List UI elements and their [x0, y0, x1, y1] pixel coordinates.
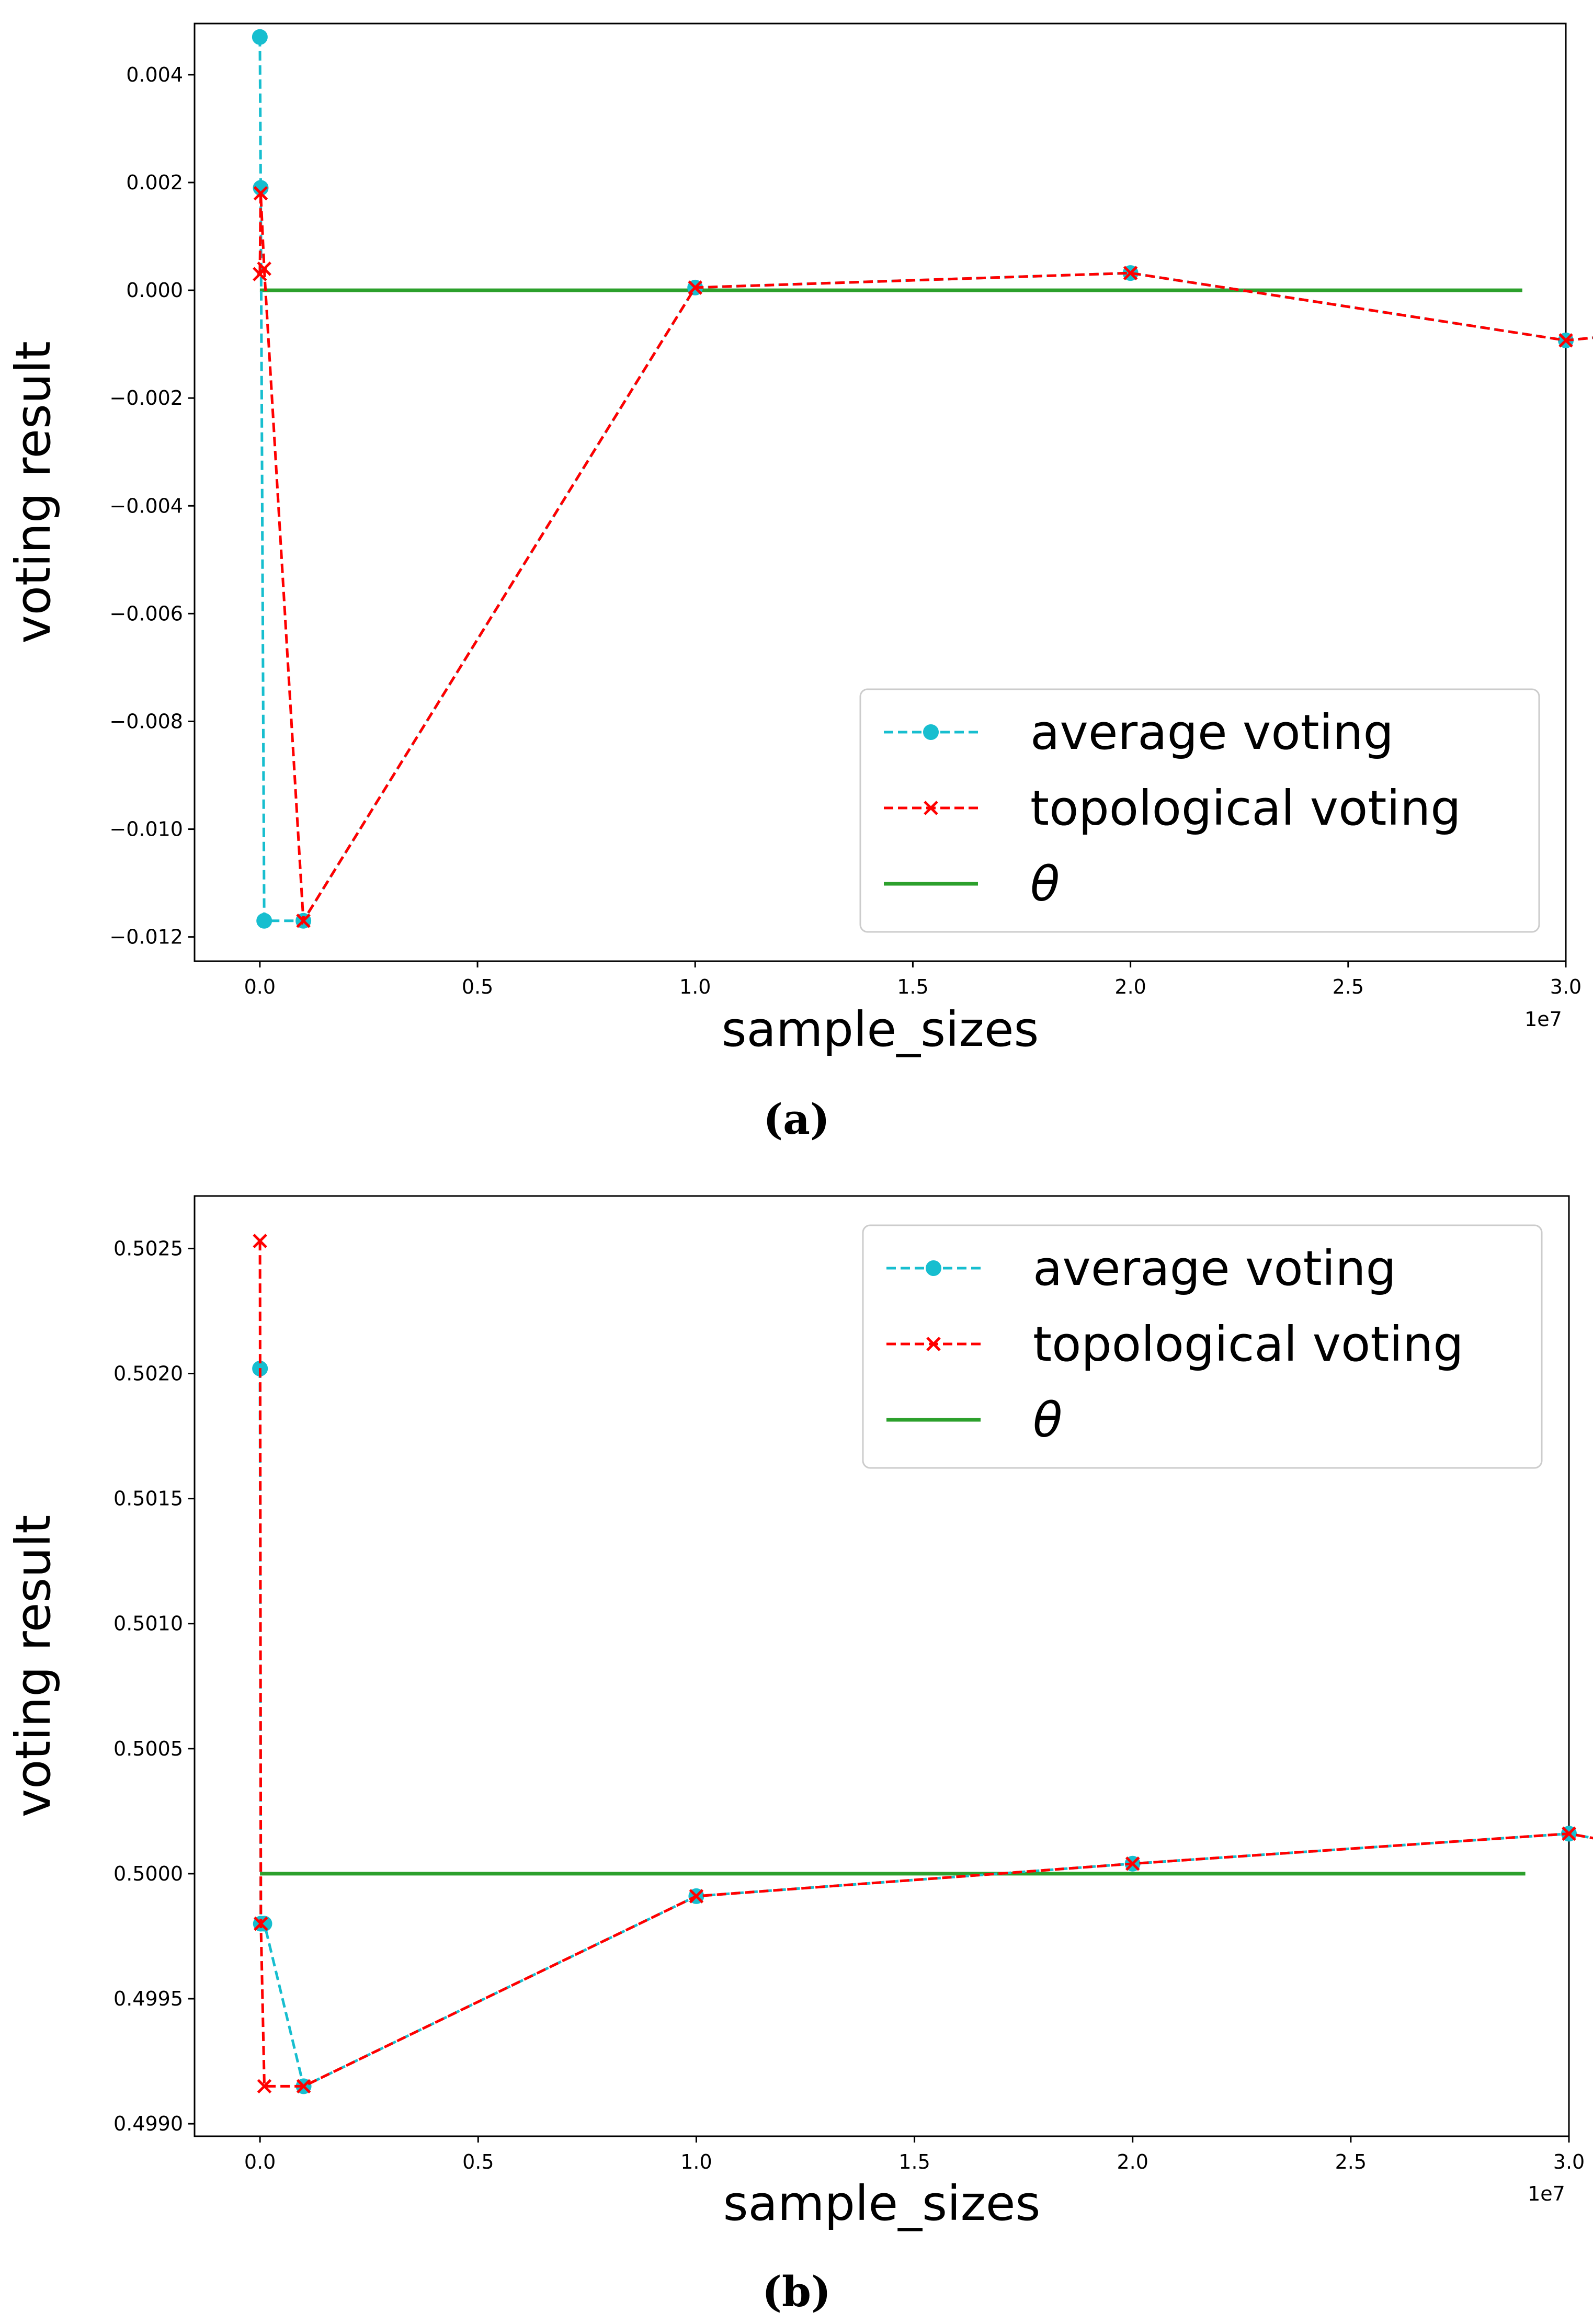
chart-b: 0.0 0.5 1.0 1.5 2.0 2.5 3.0 0.5025 0.5020 0.5015 0…: [5, 1195, 1593, 2316]
y-tick-label: 0.000: [126, 279, 183, 302]
x-tick-label: 1.0: [680, 2150, 712, 2173]
legend-label-average-voting: average voting: [1033, 1240, 1396, 1296]
data-point-topological-voting-stroke-2: [257, 2079, 272, 2094]
data-point-topological-voting-stroke-2: [1125, 1856, 1140, 1871]
y-tick-label: 0.4990: [113, 2112, 183, 2135]
x-tick-label: 0.0: [244, 2150, 276, 2173]
data-point-topological-voting: [1562, 1826, 1576, 1841]
x-tick-label: 0.0: [244, 975, 276, 998]
data-point-topological-voting-stroke-2: [1562, 1826, 1576, 1841]
series-line-topological-voting: [258, 193, 1593, 925]
legend-b: average voting topological voting θ: [862, 1224, 1543, 1469]
data-point-topological-voting: [296, 913, 311, 928]
data-point-topological-voting-stroke-2: [296, 913, 311, 928]
x-axis-label: sample_sizes: [722, 1001, 1039, 1057]
x-tick-label: 1.5: [897, 975, 928, 998]
legend-marker-average-voting: [926, 1260, 941, 1276]
data-point-topological-voting: [253, 186, 268, 201]
x-offset-label: 1e7: [1528, 2182, 1565, 2205]
x-tick-label: 2.5: [1333, 975, 1364, 998]
legend-a: average voting topological voting θ: [859, 688, 1540, 933]
data-point-average-voting: [256, 913, 272, 929]
data-point-topological-voting: [688, 280, 703, 295]
y-tick-label: −0.002: [109, 386, 183, 409]
data-point-topological-voting: [1558, 333, 1573, 348]
y-tick-label: 0.5025: [113, 1237, 183, 1260]
legend-label-theta: θ: [1030, 856, 1060, 912]
legend-marker-topological-voting-stroke-2: [926, 1337, 941, 1351]
y-axis-label: voting result: [5, 1515, 61, 1818]
data-point-topological-voting: [1123, 266, 1138, 280]
y-tick-label: −0.006: [109, 602, 183, 625]
x-tick-label: 2.5: [1335, 2150, 1367, 2173]
data-point-topological-voting: [253, 1234, 267, 1248]
y-tick-label: 0.004: [126, 63, 183, 86]
y-axis-label: voting result: [5, 341, 61, 644]
legend-label-topological-voting: topological voting: [1030, 780, 1461, 836]
data-point-topological-voting-stroke-2: [1123, 266, 1138, 280]
y-tick-label: −0.004: [109, 494, 183, 517]
data-point-average-voting: [252, 29, 268, 45]
data-point-topological-voting-stroke-2: [253, 186, 268, 201]
data-point-topological-voting: [689, 1889, 704, 1904]
y-tick-label: −0.012: [109, 926, 183, 949]
x-axis-label: sample_sizes: [723, 2175, 1041, 2231]
legend-marker-topological-voting: [924, 801, 938, 815]
x-tick-label: 1.5: [898, 2150, 930, 2173]
y-tick-label: −0.010: [109, 818, 183, 841]
legend-label-topological-voting: topological voting: [1033, 1316, 1464, 1372]
y-tick-label: 0.002: [126, 171, 183, 194]
x-tick-label: 3.0: [1553, 2150, 1585, 2173]
x-tick-label: 2.0: [1117, 2150, 1148, 2173]
x-tick-label: 2.0: [1114, 975, 1146, 998]
data-point-topological-voting-stroke-2: [688, 280, 703, 295]
chart-caption: (b): [762, 2267, 831, 2316]
legend-marker-topological-voting-stroke-2: [924, 801, 938, 815]
legend-label-average-voting: average voting: [1030, 704, 1394, 760]
y-tick-label: 0.5005: [113, 1737, 183, 1760]
chart-a: 0.0 0.5 1.0 1.5 2.0 2.5 3.0 0.004 0.002 0.000 −0.0…: [5, 22, 1593, 1144]
y-tick-label: 0.4995: [113, 1987, 183, 2010]
data-point-topological-voting-stroke-2: [254, 1916, 268, 1931]
x-tick-label: 0.5: [462, 2150, 494, 2173]
data-point-topological-voting-stroke-2: [689, 1889, 704, 1904]
data-point-topological-voting: [296, 2079, 311, 2094]
y-tick-label: 0.5010: [113, 1612, 183, 1635]
x-tick-label: 0.5: [462, 975, 493, 998]
x-tick-label: 3.0: [1550, 975, 1581, 998]
data-point-topological-voting-stroke-2: [257, 261, 271, 276]
data-point-topological-voting-stroke-2: [296, 2079, 311, 2094]
y-tick-label: 0.5000: [113, 1862, 183, 1885]
data-point-topological-voting: [1125, 1856, 1140, 1871]
x-tick-label: 1.0: [679, 975, 711, 998]
data-point-topological-voting: [257, 261, 271, 276]
series-line-average-voting: [258, 1368, 1593, 2089]
legend-box: [862, 1224, 1543, 1469]
legend-box: [859, 688, 1540, 933]
data-point-topological-voting: [254, 1916, 268, 1931]
data-point-topological-voting: [257, 2079, 272, 2094]
data-point-topological-voting-stroke-2: [1558, 333, 1573, 348]
y-tick-label: 0.5015: [113, 1487, 183, 1510]
legend-marker-average-voting: [923, 724, 939, 740]
x-offset-label: 1e7: [1524, 1008, 1562, 1031]
y-tick-label: 0.5020: [113, 1362, 183, 1385]
y-tick-label: −0.008: [109, 710, 183, 733]
legend-marker-topological-voting: [926, 1337, 941, 1351]
chart-caption: (a): [763, 1095, 830, 1144]
legend-label-theta: θ: [1033, 1392, 1062, 1448]
data-point-topological-voting-stroke-2: [253, 1234, 267, 1248]
